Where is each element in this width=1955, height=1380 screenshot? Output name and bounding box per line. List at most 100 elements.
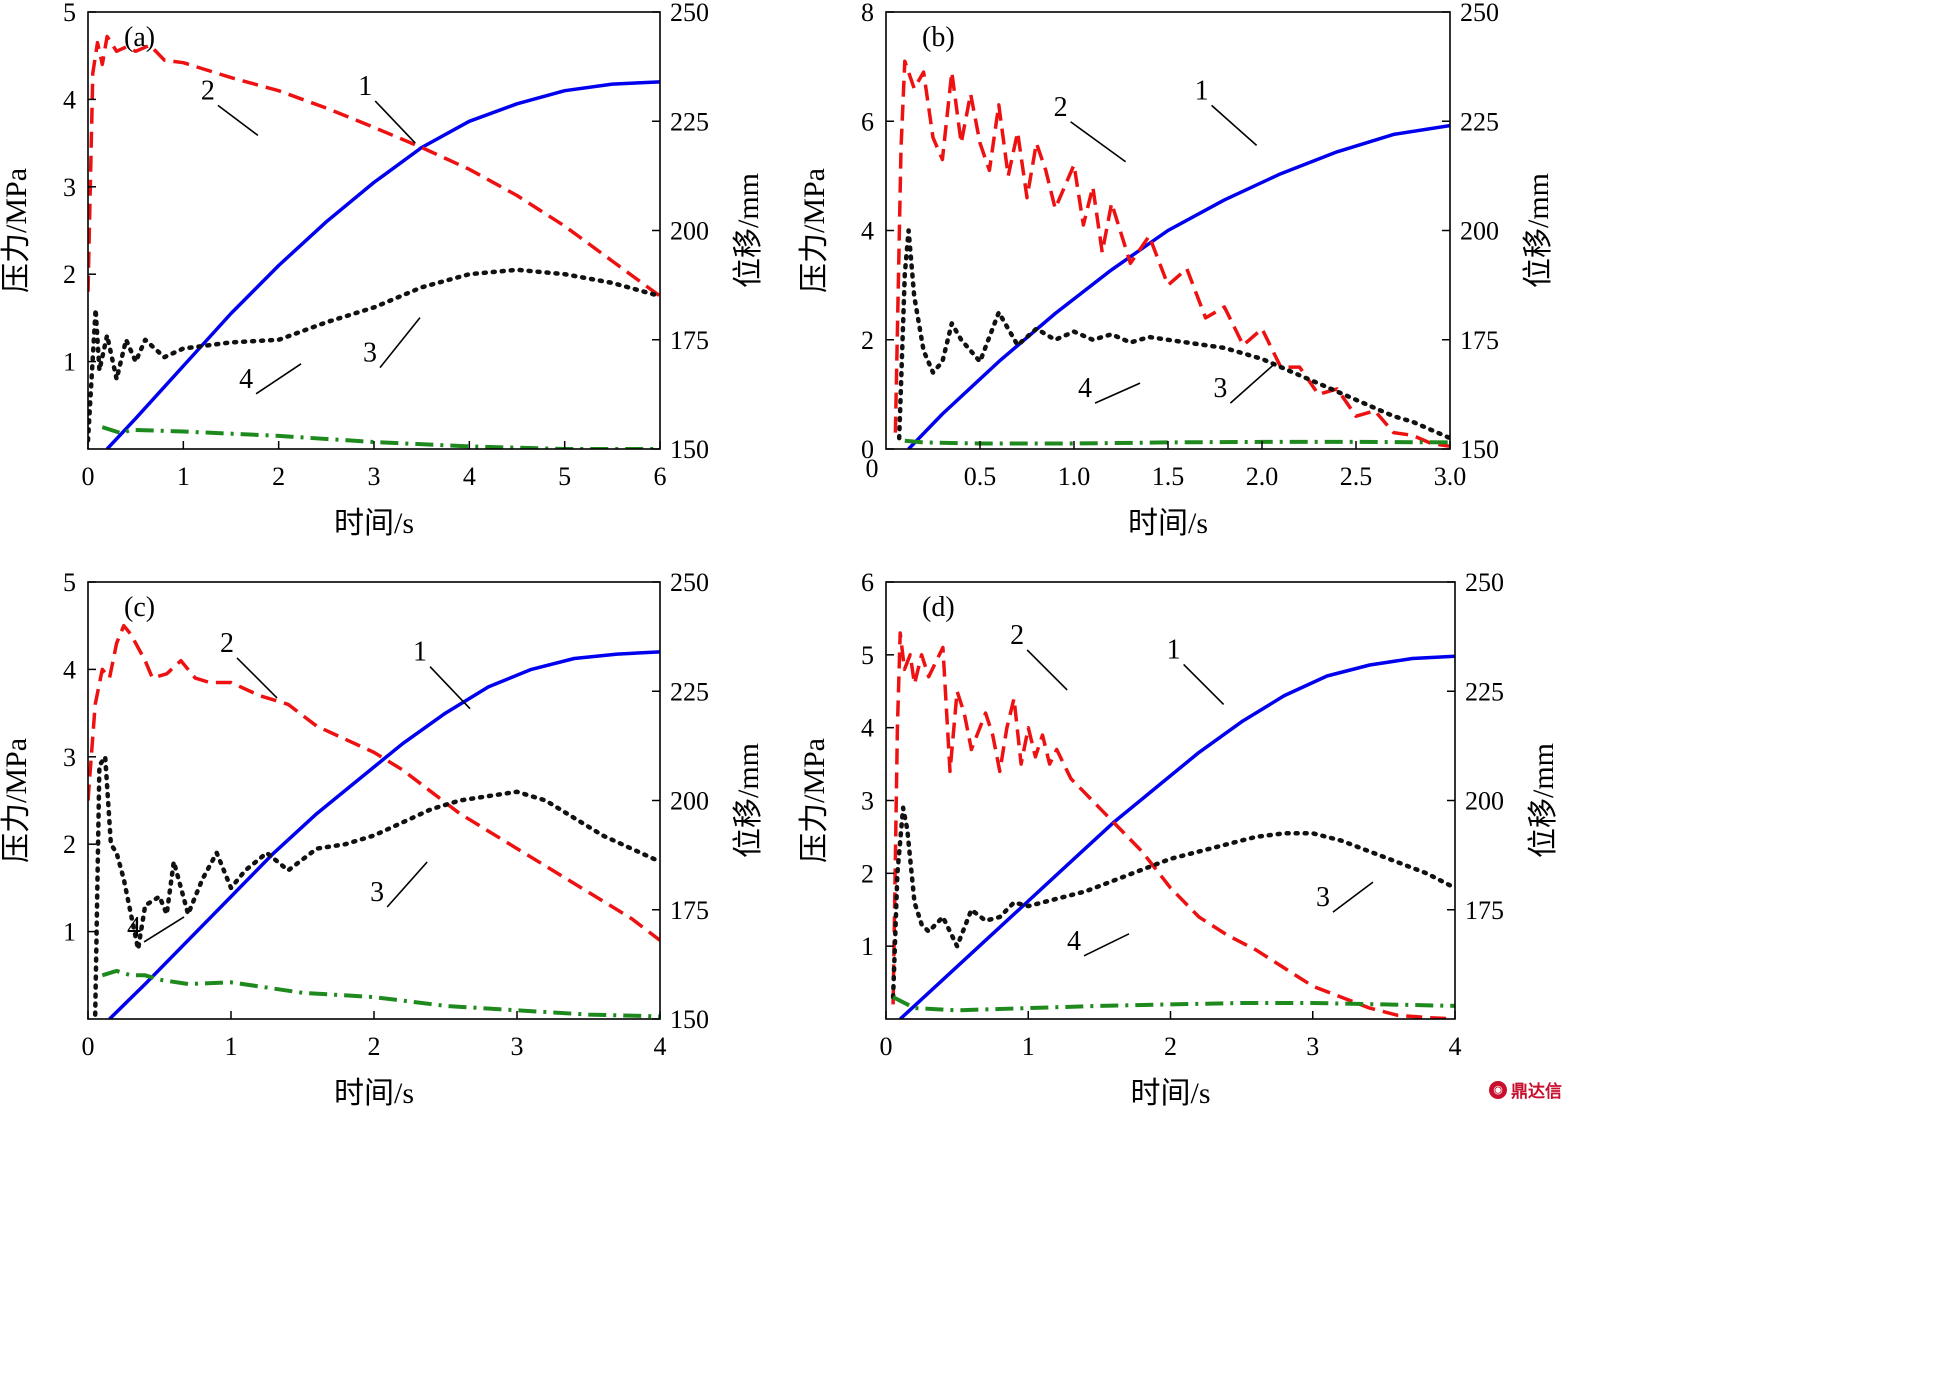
y-right-tick-label: 225 bbox=[1460, 107, 1499, 136]
y-right-axis-title: 位移/mm bbox=[732, 173, 765, 288]
curve-label-leader bbox=[217, 104, 259, 137]
y-left-tick-label: 2 bbox=[861, 859, 874, 888]
chart-panel-4: 0 1 2 3 4 1 2 3 4 5 6 175 200 225 250 时间/s 压力/MPa 位移/mm (d… bbox=[798, 568, 1560, 1108]
y-left-tick-label: 5 bbox=[63, 568, 76, 597]
y-right-tick-label: 250 bbox=[670, 0, 709, 27]
curve-label-leader bbox=[1211, 104, 1258, 146]
x-tick-label: 2 bbox=[368, 1032, 381, 1061]
curve-label-leader bbox=[143, 916, 185, 943]
y-right-tick-label: 250 bbox=[1465, 568, 1504, 597]
watermark-text: 鼎达信 bbox=[1511, 1082, 1562, 1102]
curve-label-leader bbox=[1183, 663, 1225, 706]
series-4-line bbox=[101, 425, 660, 449]
y-right-tick-label: 200 bbox=[1460, 217, 1499, 246]
curve-label-leader bbox=[379, 317, 421, 369]
plot-frame bbox=[87, 11, 661, 450]
y-left-tick-label: 4 bbox=[63, 655, 76, 684]
y-left-tick-label: 2 bbox=[63, 830, 76, 859]
x-tick-label: 1 bbox=[177, 462, 190, 491]
curve-label-4: 4 bbox=[1078, 373, 1092, 404]
series-1-line bbox=[105, 80, 660, 449]
panel-label: (d) bbox=[922, 592, 955, 623]
chart-panel-1: 0 1 2 3 4 5 6 1 2 3 4 5 150 175 200 225 250 时间/s 压力/MPa 位移/… bbox=[0, 0, 765, 540]
curve-label-leader bbox=[1332, 881, 1374, 913]
x-axis-title: 时间/s bbox=[1130, 1077, 1210, 1108]
y-right-tick-label: 250 bbox=[670, 568, 709, 597]
series-2-line bbox=[893, 59, 1450, 449]
curve-label-3: 3 bbox=[370, 877, 384, 908]
panel-label: (a) bbox=[124, 22, 155, 53]
y-left-tick-label: 3 bbox=[63, 743, 76, 772]
curve-label-2: 2 bbox=[1010, 620, 1024, 651]
curve-label-2: 2 bbox=[220, 628, 234, 659]
series-1-line bbox=[899, 654, 1455, 1019]
series-4-line bbox=[904, 438, 1450, 446]
curve-label-4: 4 bbox=[1067, 926, 1081, 957]
x-tick-label: 2.5 bbox=[1340, 462, 1373, 491]
x-tick-label: 0 bbox=[880, 1032, 893, 1061]
x-tick-label: 1.0 bbox=[1058, 462, 1091, 491]
y-left-tick-label: 2 bbox=[63, 260, 76, 289]
y-right-tick-label: 150 bbox=[670, 435, 709, 464]
curve-label-3: 3 bbox=[1213, 373, 1227, 404]
y-right-tick-label: 175 bbox=[1465, 896, 1504, 925]
series-4-line bbox=[892, 995, 1455, 1013]
panel-label: (c) bbox=[124, 592, 155, 623]
chart-panel-3: 0 1 2 3 4 1 2 3 4 5 150 175 200 225 250 时间/s 压力/MPa 位移/mm… bbox=[0, 568, 765, 1108]
y-left-tick-label: 5 bbox=[861, 641, 874, 670]
y-right-axis-title: 位移/mm bbox=[1527, 743, 1560, 858]
y-right-tick-label: 150 bbox=[1460, 435, 1499, 464]
y-right-axis-title: 位移/mm bbox=[1522, 173, 1555, 288]
curve-label-leader bbox=[386, 861, 428, 908]
curve-label-leader bbox=[1094, 382, 1141, 404]
y-left-axis-title: 压力/MPa bbox=[0, 168, 33, 293]
curve-label-leader bbox=[236, 657, 278, 699]
y-left-tick-label: 5 bbox=[63, 0, 76, 27]
curve-label-leader bbox=[1229, 362, 1276, 404]
y-left-tick-label: 3 bbox=[63, 173, 76, 202]
x-tick-label: 3 bbox=[511, 1032, 524, 1061]
x-tick-label: 4 bbox=[463, 462, 476, 491]
x-tick-label: 3.0 bbox=[1434, 462, 1467, 491]
x-axis-title: 时间/s bbox=[1128, 507, 1208, 540]
y-left-tick-label: 0 bbox=[861, 435, 874, 464]
x-tick-label: 6 bbox=[654, 462, 667, 491]
curve-label-1: 1 bbox=[358, 71, 372, 102]
curve-label-leader bbox=[429, 666, 471, 710]
series-4-line bbox=[101, 968, 660, 1019]
y-left-tick-label: 2 bbox=[861, 326, 874, 355]
x-tick-label: 0 bbox=[82, 1032, 95, 1061]
x-tick-label: 1.5 bbox=[1152, 462, 1185, 491]
y-right-tick-label: 225 bbox=[670, 677, 709, 706]
y-right-tick-label: 200 bbox=[670, 217, 709, 246]
watermark-logo-icon: ◉ bbox=[1489, 1080, 1507, 1099]
x-tick-label: 1 bbox=[1022, 1032, 1035, 1061]
y-left-tick-label: 4 bbox=[861, 217, 874, 246]
y-left-tick-label: 1 bbox=[63, 918, 76, 947]
x-tick-label: 2 bbox=[272, 462, 285, 491]
curve-label-1: 1 bbox=[413, 637, 427, 668]
y-right-tick-label: 175 bbox=[670, 896, 709, 925]
y-right-tick-label: 175 bbox=[670, 326, 709, 355]
curve-label-3: 3 bbox=[363, 338, 377, 369]
curve-label-leader bbox=[255, 363, 302, 395]
curve-label-leader bbox=[1083, 933, 1130, 957]
series-3-line bbox=[896, 228, 1450, 441]
y-left-axis-title: 压力/MPa bbox=[798, 738, 831, 863]
y-right-tick-label: 175 bbox=[1460, 326, 1499, 355]
y-left-tick-label: 8 bbox=[861, 0, 874, 27]
y-right-tick-label: 200 bbox=[670, 787, 709, 816]
chart-panel-2: 0.5 1.0 1.5 2.0 2.5 3.0 00 2 4 6 8 150 175 200 225 250 时… bbox=[798, 0, 1555, 540]
series-3-line bbox=[890, 805, 1455, 1000]
series-2-line bbox=[88, 34, 660, 298]
y-left-tick-label: 4 bbox=[861, 714, 874, 743]
series-2-line bbox=[891, 631, 1455, 1019]
y-left-tick-label: 6 bbox=[861, 568, 874, 597]
series-3-line bbox=[88, 267, 660, 443]
curve-label-4: 4 bbox=[239, 364, 253, 395]
x-origin-label: 0 bbox=[866, 454, 879, 483]
x-tick-label: 4 bbox=[1449, 1032, 1462, 1061]
x-tick-label: 3 bbox=[1306, 1032, 1319, 1061]
series-1-line bbox=[907, 123, 1450, 449]
